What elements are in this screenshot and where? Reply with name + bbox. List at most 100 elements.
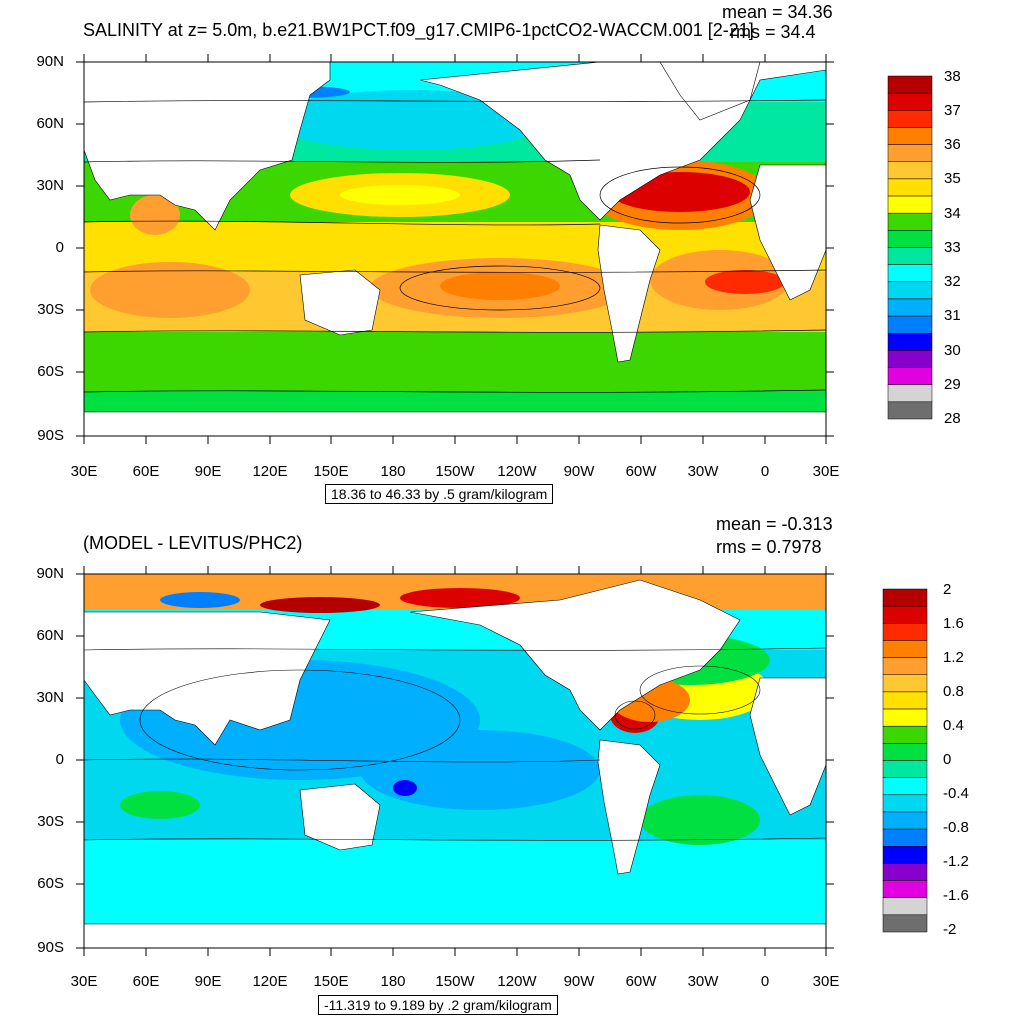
indian-positive bbox=[120, 791, 200, 819]
lon-label: 150W bbox=[435, 463, 475, 480]
lon-label: 60E bbox=[132, 973, 160, 990]
n-pacific-gyre-core bbox=[340, 185, 460, 205]
lon-label: 120W bbox=[497, 463, 537, 480]
colorbar-swatch bbox=[882, 743, 928, 761]
colorbar-label: 33 bbox=[944, 239, 961, 256]
lon-label: 150E bbox=[313, 973, 349, 990]
colorbar-swatch bbox=[882, 657, 928, 675]
colorbar-label: 0.4 bbox=[943, 717, 964, 734]
colorbar-label: -0.8 bbox=[943, 819, 969, 836]
colorbar-label: 36 bbox=[944, 136, 961, 153]
ocean-southern bbox=[84, 840, 826, 924]
colorbar-label: -2 bbox=[943, 921, 957, 938]
lon-label: 60W bbox=[625, 973, 657, 990]
colorbar-label: 1.6 bbox=[943, 615, 964, 632]
colorbar-label: 38 bbox=[944, 68, 961, 85]
lon-label: 30W bbox=[687, 463, 719, 480]
colorbar bbox=[887, 75, 933, 420]
land-antarctica bbox=[84, 923, 826, 948]
contour-line bbox=[84, 269, 826, 273]
colorbar-swatch bbox=[882, 863, 928, 881]
colorbar-label: 28 bbox=[944, 410, 961, 427]
s-pacific-fresh bbox=[360, 730, 600, 810]
lat-label: 60N bbox=[36, 627, 64, 644]
land-eurasia bbox=[84, 62, 331, 231]
tick-marks bbox=[76, 54, 834, 444]
colorbar-label: -1.6 bbox=[943, 887, 969, 904]
lat-label: 30N bbox=[36, 689, 64, 706]
land-south-america bbox=[597, 739, 661, 875]
antarctic-shelf bbox=[84, 392, 826, 412]
panel-title: SALINITY at z= 5.0m, b.e21.BW1PCT.f09_g1… bbox=[83, 20, 754, 40]
colorbar-label: 0.8 bbox=[943, 683, 964, 700]
s-atlantic-green bbox=[640, 795, 760, 845]
s-pacific-gyre-core bbox=[440, 272, 560, 300]
lon-label: 0 bbox=[760, 973, 770, 990]
colorbar-label: 37 bbox=[944, 102, 961, 119]
colorbar-swatch bbox=[882, 691, 928, 710]
arctic-blue bbox=[160, 592, 240, 608]
land-africa bbox=[749, 164, 826, 301]
arabian-sea bbox=[130, 195, 180, 235]
colorbar-swatch bbox=[882, 640, 928, 658]
lat-label: 90S bbox=[37, 939, 64, 956]
lon-label: 150W bbox=[435, 973, 475, 990]
colorbar-swatch bbox=[882, 605, 928, 624]
lat-label: 60S bbox=[37, 363, 64, 380]
contour-ring bbox=[139, 669, 461, 771]
s-pacific-blob bbox=[393, 780, 417, 796]
lon-label: 120E bbox=[252, 463, 288, 480]
land-south-america bbox=[597, 224, 661, 363]
lat-label: 90N bbox=[36, 53, 64, 70]
colorbar-swatch bbox=[882, 760, 928, 778]
contour-line bbox=[84, 329, 826, 333]
lon-label: 30E bbox=[812, 463, 840, 480]
lon-label: 90E bbox=[194, 973, 222, 990]
colorbar bbox=[882, 588, 928, 933]
colorbar-label: -0.4 bbox=[943, 785, 969, 802]
mean-label: mean = 34.36 bbox=[722, 2, 833, 22]
lon-label: 60W bbox=[625, 463, 657, 480]
land-north-america bbox=[409, 579, 741, 731]
lat-label: 90S bbox=[37, 427, 64, 444]
colorbar-label: 29 bbox=[944, 376, 961, 393]
contour-ring bbox=[639, 665, 761, 715]
n-pacific-fresh bbox=[270, 90, 550, 150]
colorbar-label: 0 bbox=[943, 751, 952, 768]
lon-label: 180 bbox=[380, 463, 406, 480]
tick-marks bbox=[76, 566, 834, 956]
panel-title: (MODEL - LEVITUS/PHC2) bbox=[83, 533, 303, 553]
lat-label: 30S bbox=[37, 301, 64, 318]
contour-line bbox=[84, 159, 601, 163]
contour-line bbox=[84, 389, 826, 393]
lat-label: 0 bbox=[55, 239, 64, 256]
contour-line bbox=[84, 647, 826, 651]
colorbar-swatch bbox=[887, 401, 933, 420]
contour-info-box: -11.319 to 9.189 by .2 gram/kilogram bbox=[318, 995, 558, 1015]
colorbar-label: 34 bbox=[944, 205, 961, 222]
lat-label: 60N bbox=[36, 115, 64, 132]
colorbar-swatch bbox=[882, 897, 928, 916]
land-africa bbox=[749, 677, 826, 816]
indian-gyre bbox=[90, 262, 250, 318]
contour-line bbox=[84, 220, 601, 226]
land-antarctica bbox=[84, 411, 826, 436]
contour-ring bbox=[614, 700, 656, 730]
lat-label: 90N bbox=[36, 565, 64, 582]
colorbar-swatch bbox=[882, 725, 928, 744]
colorbar-label: 32 bbox=[944, 273, 961, 290]
colorbar-swatch bbox=[882, 880, 928, 898]
rms-label: rms = 34.4 bbox=[730, 22, 816, 42]
mean-label: mean = -0.313 bbox=[716, 514, 833, 534]
arctic-red-2 bbox=[260, 597, 380, 613]
colorbar-label: 30 bbox=[944, 342, 961, 359]
colorbar-label: 1.2 bbox=[943, 649, 964, 666]
lon-label: 120E bbox=[252, 973, 288, 990]
land-australia bbox=[299, 269, 381, 336]
lon-label: 30E bbox=[70, 463, 98, 480]
colorbar-swatch bbox=[882, 794, 928, 813]
colorbar-swatch bbox=[882, 846, 928, 864]
lon-label: 150E bbox=[313, 463, 349, 480]
lon-label: 30W bbox=[687, 973, 719, 990]
